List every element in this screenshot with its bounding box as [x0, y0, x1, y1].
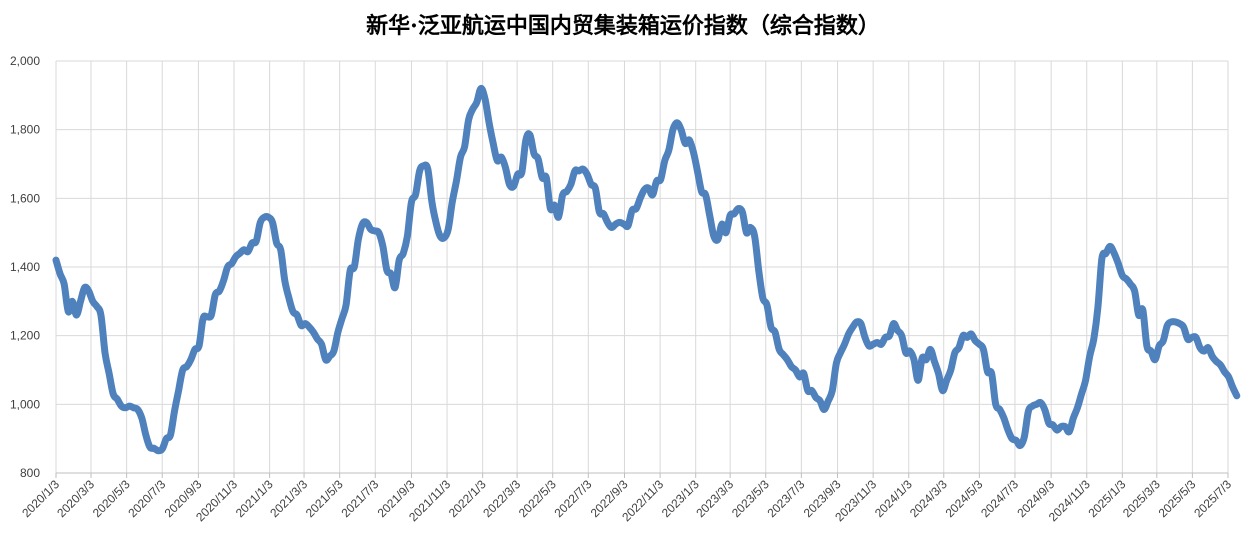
x-tick-label: 2024/1/3 [872, 477, 915, 520]
x-tick-label: 2023/3/3 [693, 477, 736, 520]
x-tick-label: 2022/5/3 [516, 477, 559, 520]
chart-title: 新华·泛亚航运中国内贸集装箱运价指数（综合指数） [366, 13, 880, 39]
x-tick-label: 2024/7/3 [978, 477, 1021, 520]
x-tick-label: 2022/7/3 [551, 477, 594, 520]
x-tick-label: 2020/7/3 [125, 477, 168, 520]
x-tick-labels: 2020/1/32020/3/32020/5/32020/7/32020/9/3… [19, 477, 1234, 524]
grid-lines [55, 60, 1229, 474]
x-tick-label: 2021/7/3 [338, 477, 381, 520]
y-tick-label: 1,800 [10, 123, 40, 137]
x-tick-label: 2025/7/3 [1191, 477, 1234, 520]
x-tick-label: 2023/5/3 [729, 477, 772, 520]
y-tick-labels: 800 1,000 1,200 1,400 1,600 1,800 2,000 [10, 54, 40, 480]
x-tick-label: 2020/5/3 [90, 477, 133, 520]
x-tick-label: 2025/3/3 [1120, 477, 1163, 520]
y-tick-label: 1,000 [10, 397, 40, 411]
series-line [52, 85, 1241, 455]
x-tick-label: 2025/5/3 [1156, 477, 1199, 520]
x-tick-label: 2021/3/3 [267, 477, 310, 520]
x-tick-label: 2020/3/3 [54, 477, 97, 520]
x-tick-label: 2020/1/3 [19, 477, 62, 520]
y-tick-label: 1,400 [10, 260, 40, 274]
x-tick-label: 2024/5/3 [943, 477, 986, 520]
y-tick-label: 2,000 [10, 54, 40, 68]
y-tick-label: 1,200 [10, 329, 40, 343]
x-tick-label: 2022/3/3 [480, 477, 523, 520]
x-tick-label: 2023/7/3 [765, 477, 808, 520]
series [52, 85, 1241, 455]
axes [55, 472, 1229, 478]
y-tick-label: 1,600 [10, 191, 40, 205]
y-tick-label: 800 [20, 466, 40, 480]
x-tick-label: 2021/5/3 [303, 477, 346, 520]
x-tick-label: 2024/3/3 [907, 477, 950, 520]
